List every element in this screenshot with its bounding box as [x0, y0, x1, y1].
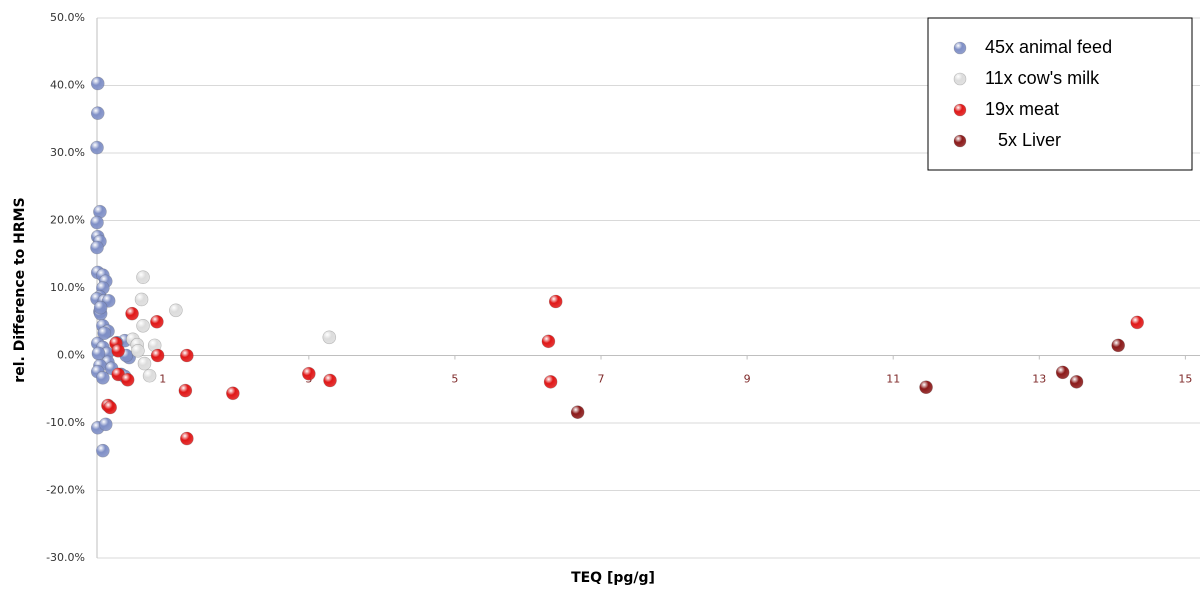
legend-label: 45x animal feed: [985, 37, 1112, 57]
point: [919, 380, 933, 395]
point: [543, 375, 558, 389]
point: [323, 373, 337, 388]
x-tick-label: 11: [886, 373, 900, 386]
y-tick-label: 30.0%: [50, 146, 85, 159]
point: [111, 343, 125, 358]
y-tick-label: 40.0%: [50, 79, 85, 92]
y-tick-label: -10.0%: [46, 416, 85, 429]
x-tick-label: 1: [159, 373, 166, 386]
point: [302, 366, 316, 381]
point: [90, 76, 105, 91]
point: [1069, 375, 1084, 389]
point: [90, 240, 104, 255]
point: [180, 348, 194, 363]
point: [125, 306, 139, 321]
y-tick-label: 50.0%: [50, 11, 85, 24]
point: [1055, 365, 1070, 380]
point: [169, 303, 183, 318]
point: [1130, 315, 1144, 330]
point: [97, 326, 112, 341]
x-tick-label: 5: [451, 373, 458, 386]
point: [180, 431, 194, 446]
y-tick-label: 0.0%: [57, 349, 85, 362]
legend-box: [927, 17, 1193, 171]
point: [90, 106, 105, 120]
point: [137, 356, 152, 371]
point: [178, 383, 193, 398]
point: [93, 300, 108, 315]
point: [226, 386, 240, 401]
legend-label: 19x meat: [985, 99, 1059, 119]
legend-marker: [953, 41, 967, 55]
legend-marker: [953, 103, 967, 117]
point: [131, 343, 145, 358]
y-tick-label: 20.0%: [50, 214, 85, 227]
legend-label: 11x cow's milk: [985, 68, 1100, 88]
x-axis-title: TEQ [pg/g]: [571, 570, 655, 586]
point: [322, 330, 337, 345]
legend-marker: [953, 134, 967, 148]
point: [96, 370, 110, 385]
x-tick-label: 15: [1178, 373, 1192, 386]
point: [136, 270, 150, 285]
point: [541, 334, 556, 349]
point: [136, 318, 150, 333]
point: [91, 346, 106, 361]
point: [150, 314, 164, 329]
legend-marker: [953, 72, 967, 86]
y-axis-title: rel. Difference to HRMS: [12, 197, 28, 382]
point: [1111, 338, 1125, 353]
point: [548, 294, 563, 309]
point: [134, 292, 149, 307]
x-tick-label: 13: [1032, 373, 1046, 386]
point: [96, 443, 110, 458]
y-tick-label: 10.0%: [50, 281, 85, 294]
point: [570, 405, 585, 420]
legend-label: 5x Liver: [998, 130, 1061, 150]
point: [142, 368, 157, 383]
point: [120, 372, 135, 387]
x-tick-label: 9: [744, 373, 751, 386]
point: [103, 400, 117, 415]
point: [98, 417, 113, 432]
point: [90, 140, 104, 155]
point: [90, 215, 104, 230]
y-tick-label: -30.0%: [46, 551, 85, 564]
y-tick-label: -20.0%: [46, 484, 85, 497]
x-tick-label: 7: [598, 373, 605, 386]
point: [150, 348, 165, 363]
